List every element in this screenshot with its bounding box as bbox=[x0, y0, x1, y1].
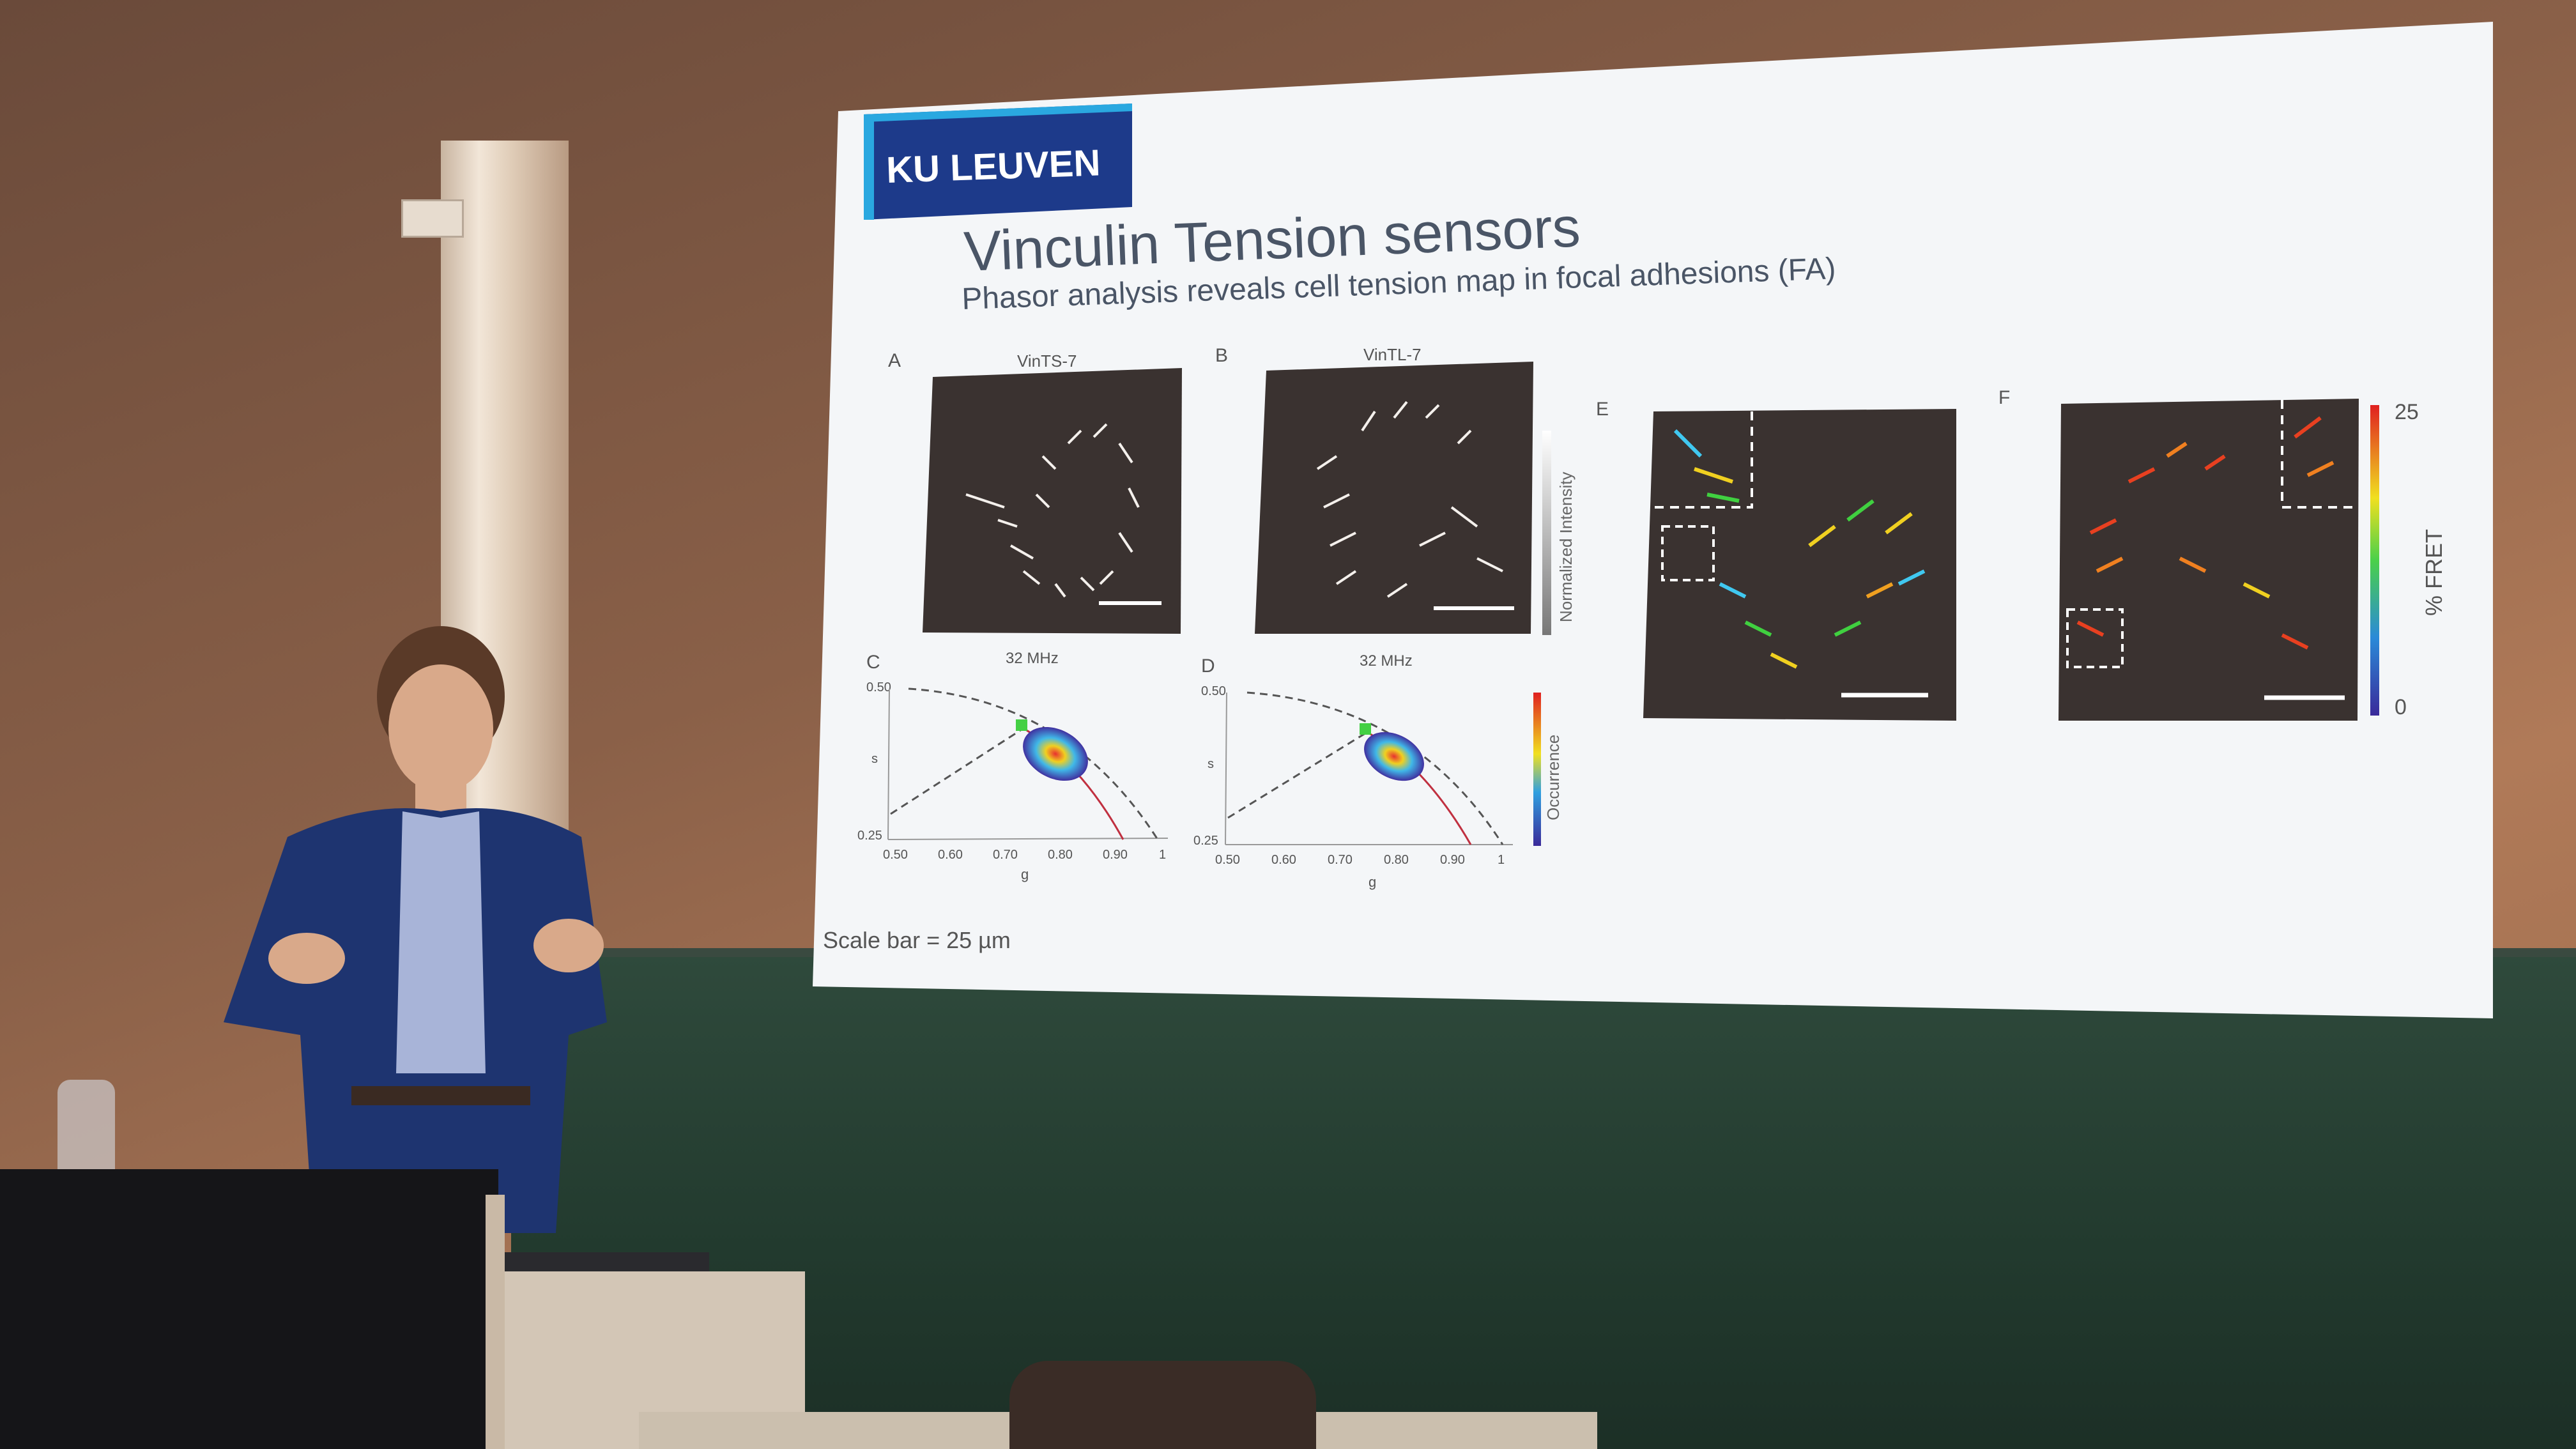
cell-f-adhesions bbox=[2076, 416, 2334, 650]
panel-d-xtick: 0.60 bbox=[1271, 853, 1296, 867]
fret-colorbar-max: 25 bbox=[2395, 400, 2419, 424]
panel-d-xtick: 1 bbox=[1498, 853, 1505, 867]
panel-c-xtick: 0.50 bbox=[883, 848, 908, 862]
panel-c-xtick: 0.80 bbox=[1048, 848, 1073, 862]
panel-b-header: VinTL-7 bbox=[1363, 345, 1422, 364]
panel-c-xtick: 0.90 bbox=[1103, 848, 1128, 862]
panel-c-xtick: 0.60 bbox=[938, 848, 963, 862]
fret-colorbar-min: 0 bbox=[2395, 695, 2407, 719]
panel-d-ytick: 0.25 bbox=[1193, 834, 1218, 848]
panel-d-xtick: 0.80 bbox=[1384, 853, 1409, 867]
panel-d-header: 32 MHz bbox=[1360, 652, 1413, 670]
fret-colorbar bbox=[2370, 405, 2379, 716]
podium-edge bbox=[486, 1195, 505, 1449]
panel-e-label: E bbox=[1596, 399, 1609, 420]
panel-a-label: A bbox=[888, 350, 901, 371]
panel-c-xtick: 1 bbox=[1159, 848, 1166, 862]
panel-e: E bbox=[1596, 399, 1956, 721]
presenter-belt bbox=[351, 1086, 530, 1105]
panel-f: F 25 0 % FRET bbox=[1998, 387, 2447, 721]
presenter-right-hand bbox=[533, 919, 604, 972]
panel-c: C 32 MHz 0.50 0.25 s 0.50 0.60 0.70 0.80… bbox=[857, 650, 1169, 882]
panel-c-ylabel: s bbox=[871, 752, 878, 766]
intensity-colorbar-label: Normalized Intensity bbox=[1556, 471, 1575, 622]
water-bottle bbox=[57, 1080, 115, 1176]
cell-a-adhesions bbox=[965, 423, 1140, 598]
panel-f-label: F bbox=[1998, 387, 2010, 408]
panel-b-label: B bbox=[1215, 345, 1228, 366]
panel-a-header: VinTS-7 bbox=[1017, 351, 1077, 371]
presenter-shirt bbox=[396, 811, 486, 1073]
occurrence-colorbar-label: Occurrence bbox=[1544, 735, 1563, 820]
presenter bbox=[224, 626, 607, 1233]
green-wall bbox=[511, 952, 2576, 1449]
projection-screen: KU LEUVEN Vinculin Tension sensors Phaso… bbox=[813, 22, 2493, 1018]
ku-leuven-logo: KU LEUVEN bbox=[864, 103, 1132, 220]
wall-socket bbox=[401, 199, 464, 238]
cell-e-adhesions bbox=[1673, 429, 1926, 669]
panel-d-ylabel: s bbox=[1208, 757, 1214, 771]
slide: KU LEUVEN Vinculin Tension sensors Phaso… bbox=[813, 22, 2493, 1018]
panel-d-xtick: 0.90 bbox=[1440, 853, 1465, 867]
panel-d-xtick: 0.70 bbox=[1328, 853, 1353, 867]
panel-c-xtick: 0.70 bbox=[993, 848, 1018, 862]
panel-b: B VinTL-7 Normalized Intensity bbox=[1215, 345, 1575, 635]
panel-c-label: C bbox=[866, 652, 880, 673]
panel-c-ytick: 0.25 bbox=[857, 829, 882, 843]
panel-c-header: 32 MHz bbox=[1006, 650, 1059, 667]
podium bbox=[0, 1169, 498, 1449]
cell-b-adhesions bbox=[1316, 401, 1503, 598]
intensity-colorbar bbox=[1542, 431, 1551, 635]
panel-d-ytick: 0.50 bbox=[1201, 684, 1226, 698]
logo-text: KU LEUVEN bbox=[885, 142, 1101, 191]
fret-colorbar-label: % FRET bbox=[2421, 529, 2447, 616]
panel-d-label: D bbox=[1201, 656, 1215, 677]
scale-bar-caption: Scale bar = 25 µm bbox=[823, 927, 1011, 953]
presenter-face bbox=[388, 664, 493, 792]
presenter-left-hand bbox=[268, 933, 345, 984]
panel-d-xtick: 0.50 bbox=[1215, 853, 1240, 867]
panel-c-xlabel: g bbox=[1021, 866, 1029, 882]
panel-a: A VinTS-7 bbox=[888, 350, 1182, 634]
panel-d-xlabel: g bbox=[1368, 874, 1376, 890]
panel-c-ytick: 0.50 bbox=[866, 680, 891, 694]
panel-d: D 32 MHz 0.50 0.25 s 0.50 0.60 0.70 0.80… bbox=[1193, 652, 1563, 890]
chair bbox=[1009, 1361, 1316, 1449]
occurrence-colorbar bbox=[1533, 693, 1541, 846]
